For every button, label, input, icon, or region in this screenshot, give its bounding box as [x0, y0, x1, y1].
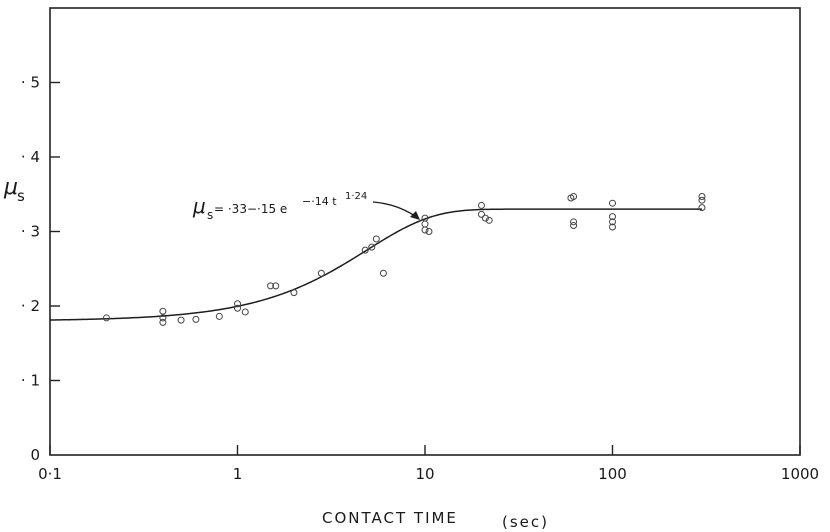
- data-point: [241, 308, 249, 316]
- data-point: [159, 318, 167, 326]
- data-points: [102, 192, 706, 326]
- data-point: [485, 216, 493, 224]
- data-point: [570, 218, 578, 226]
- data-point: [234, 300, 241, 308]
- y-axis-title-symbol: μ: [3, 175, 18, 200]
- data-point: [372, 235, 380, 243]
- data-point: [379, 269, 387, 277]
- data-point: [234, 304, 241, 312]
- y-tick-label: · 5: [21, 74, 40, 92]
- data-point: [421, 220, 429, 228]
- data-point: [368, 243, 376, 251]
- data-point: [267, 282, 275, 290]
- data-point: [477, 201, 485, 209]
- data-point: [361, 246, 369, 254]
- equation-main: = ·33−·15 e: [214, 202, 287, 216]
- data-point: [177, 316, 185, 324]
- data-point: [481, 214, 489, 222]
- data-point: [698, 204, 706, 212]
- x-tick-label: 0·1: [38, 465, 62, 483]
- equation-subscript: s: [207, 208, 213, 222]
- data-point: [159, 314, 167, 322]
- equation-symbol: μ: [192, 194, 206, 218]
- data-point: [272, 282, 280, 290]
- data-point: [102, 314, 110, 322]
- data-point: [477, 210, 485, 218]
- equation-exponent-power: 1·24: [345, 191, 367, 202]
- x-axis-unit: (sec): [502, 513, 549, 531]
- data-point: [425, 228, 433, 235]
- data-point: [159, 307, 167, 315]
- data-point: [609, 218, 616, 226]
- y-tick-label: · 1: [21, 372, 40, 390]
- equation-exponent: −·14 t: [302, 195, 337, 208]
- x-tick-label: 1: [233, 465, 243, 483]
- x-tick-label: 100: [598, 465, 627, 483]
- data-point: [698, 196, 706, 204]
- data-point: [698, 192, 706, 200]
- data-point: [609, 213, 616, 221]
- data-point: [570, 222, 578, 230]
- data-point: [192, 315, 200, 323]
- fit-curve: [49, 208, 702, 321]
- plot-frame: [49, 7, 801, 456]
- data-point: [290, 289, 298, 297]
- y-tick-label: · 2: [21, 297, 40, 315]
- x-tick-label: 10: [415, 465, 434, 483]
- y-axis-title-subscript: s: [17, 187, 25, 205]
- x-axis-title: CONTACT TIME: [322, 509, 458, 527]
- y-tick-label: · 4: [21, 148, 40, 166]
- x-tick-label: 1000: [781, 465, 819, 483]
- data-point: [609, 199, 616, 207]
- data-point: [317, 269, 325, 277]
- data-point: [609, 223, 616, 231]
- data-point: [421, 226, 429, 234]
- axis-ticks: [49, 81, 801, 455]
- y-tick-label: · 3: [21, 223, 40, 241]
- axis-tick-labels: 0·1 1 10 100 1000 0 · 1 · 2 · 3 · 4 · 5: [21, 74, 819, 484]
- equation-arrowhead: [410, 211, 420, 220]
- fit-equation-label: μ s = ·33−·15 e −·14 t 1·24: [192, 191, 367, 222]
- equation-arrow: [372, 201, 419, 219]
- data-point: [215, 312, 223, 320]
- data-point: [570, 192, 578, 200]
- y-tick-label: 0: [30, 446, 40, 464]
